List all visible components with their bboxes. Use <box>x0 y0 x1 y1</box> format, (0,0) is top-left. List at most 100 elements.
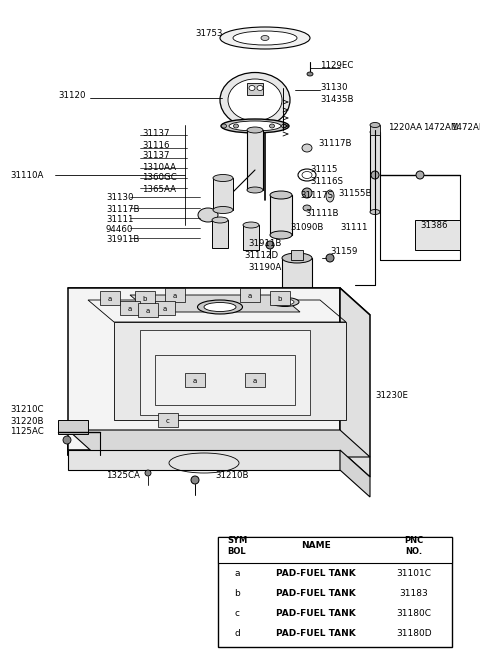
Text: 31435B: 31435B <box>320 96 353 105</box>
Ellipse shape <box>370 130 380 134</box>
Ellipse shape <box>213 174 233 181</box>
Text: 31120: 31120 <box>58 92 85 100</box>
Text: 31137: 31137 <box>142 151 169 160</box>
Text: 31110A: 31110A <box>10 170 43 179</box>
Bar <box>185 373 205 387</box>
Text: 31111: 31111 <box>106 214 133 223</box>
Ellipse shape <box>371 171 379 179</box>
Text: 1325CA: 1325CA <box>106 472 140 481</box>
Bar <box>245 373 265 387</box>
Ellipse shape <box>191 476 199 484</box>
Bar <box>138 303 158 317</box>
Text: PAD-FUEL TANK: PAD-FUEL TANK <box>276 629 356 637</box>
Text: d: d <box>234 629 240 637</box>
Bar <box>291 250 303 260</box>
Text: 1310AA: 1310AA <box>142 162 176 172</box>
Text: 31117B: 31117B <box>106 204 140 214</box>
Text: SYM
BOL: SYM BOL <box>227 536 247 555</box>
Text: 31180C: 31180C <box>396 608 432 618</box>
Text: 31386: 31386 <box>420 221 447 229</box>
Polygon shape <box>114 322 346 420</box>
Text: 1365AA: 1365AA <box>142 185 176 193</box>
Text: c: c <box>166 418 170 424</box>
Bar <box>218 537 452 647</box>
Text: a: a <box>163 306 167 312</box>
Bar <box>247 130 263 190</box>
Bar <box>370 132 380 212</box>
Text: a: a <box>128 306 132 312</box>
Text: a: a <box>146 308 150 314</box>
Polygon shape <box>68 430 370 457</box>
Polygon shape <box>340 288 370 477</box>
Text: 1472AM: 1472AM <box>423 124 458 132</box>
Text: 31183: 31183 <box>400 588 428 597</box>
Text: 31159: 31159 <box>330 248 358 257</box>
Ellipse shape <box>307 72 313 76</box>
Bar <box>247 83 263 95</box>
Ellipse shape <box>257 86 263 90</box>
Bar <box>155 301 175 315</box>
Text: 31911B: 31911B <box>248 238 281 248</box>
Ellipse shape <box>212 217 228 223</box>
Polygon shape <box>130 295 300 312</box>
Bar <box>370 125 380 135</box>
Bar <box>58 420 88 434</box>
Text: 31130: 31130 <box>106 193 133 202</box>
Bar <box>158 413 178 427</box>
Bar <box>212 220 228 248</box>
Text: 1125AC: 1125AC <box>10 428 44 436</box>
Text: 31112D: 31112D <box>244 252 278 261</box>
Ellipse shape <box>370 210 380 214</box>
Ellipse shape <box>229 121 281 131</box>
Text: 31137: 31137 <box>142 128 169 138</box>
Bar <box>240 288 260 302</box>
Text: 31190A: 31190A <box>248 263 281 272</box>
Text: 31180D: 31180D <box>396 629 432 637</box>
Bar <box>213 178 233 210</box>
Text: 31230E: 31230E <box>375 390 408 400</box>
Ellipse shape <box>302 144 312 152</box>
Ellipse shape <box>247 187 263 193</box>
Text: 1472AM: 1472AM <box>451 124 480 132</box>
Text: 31210B: 31210B <box>215 472 249 481</box>
Text: PAD-FUEL TANK: PAD-FUEL TANK <box>276 569 356 578</box>
Text: a: a <box>193 378 197 384</box>
Ellipse shape <box>145 470 151 476</box>
Ellipse shape <box>221 124 227 128</box>
Bar <box>135 291 155 305</box>
Polygon shape <box>140 330 310 415</box>
Ellipse shape <box>281 124 287 128</box>
Text: 31753: 31753 <box>195 29 223 37</box>
Ellipse shape <box>243 222 259 228</box>
Text: 94460: 94460 <box>106 225 133 233</box>
Text: a: a <box>173 293 177 299</box>
Text: PAD-FUEL TANK: PAD-FUEL TANK <box>276 608 356 618</box>
Ellipse shape <box>233 31 297 45</box>
Ellipse shape <box>220 27 310 49</box>
Bar <box>100 291 120 305</box>
Ellipse shape <box>197 300 242 314</box>
Ellipse shape <box>220 73 290 128</box>
Text: 31130: 31130 <box>320 83 348 92</box>
Bar <box>415 220 460 250</box>
Text: 31090B: 31090B <box>290 223 324 233</box>
Text: a: a <box>253 378 257 384</box>
Ellipse shape <box>213 206 233 214</box>
Text: 31155B: 31155B <box>338 189 372 198</box>
Polygon shape <box>340 450 370 497</box>
Ellipse shape <box>261 35 269 41</box>
Ellipse shape <box>228 79 282 121</box>
Text: b: b <box>234 588 240 597</box>
Ellipse shape <box>63 436 71 444</box>
Ellipse shape <box>270 231 292 239</box>
Ellipse shape <box>303 205 311 211</box>
Polygon shape <box>68 288 340 450</box>
Text: b: b <box>143 296 147 302</box>
Text: a: a <box>108 296 112 302</box>
Text: b: b <box>278 296 282 302</box>
Text: a: a <box>234 569 240 578</box>
Ellipse shape <box>198 208 218 222</box>
Ellipse shape <box>270 191 292 199</box>
Text: PNC
NO.: PNC NO. <box>404 536 424 555</box>
Ellipse shape <box>326 254 334 262</box>
